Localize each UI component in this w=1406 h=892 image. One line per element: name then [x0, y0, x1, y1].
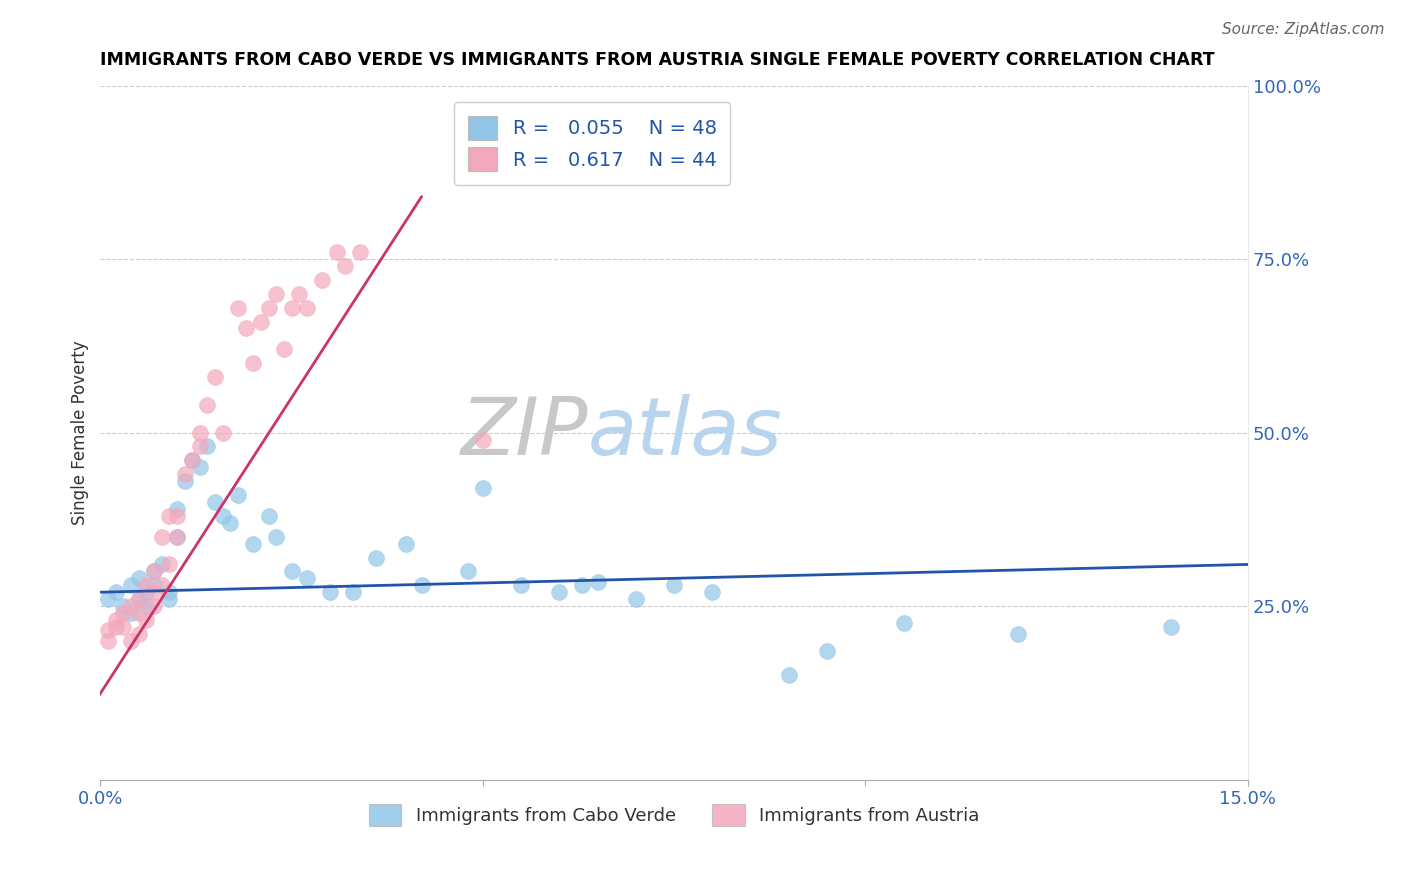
Point — [157, 585, 180, 599]
Point — [128, 606, 150, 620]
Point — [150, 578, 173, 592]
Point — [242, 356, 264, 370]
Point — [586, 574, 609, 589]
Point — [97, 592, 120, 607]
Point — [395, 536, 418, 550]
Point — [257, 508, 280, 523]
Point — [120, 578, 142, 592]
Point — [226, 488, 249, 502]
Point — [250, 314, 273, 328]
Point — [349, 245, 371, 260]
Point — [893, 616, 915, 631]
Point — [166, 502, 188, 516]
Point — [815, 644, 838, 658]
Point — [128, 627, 150, 641]
Point — [257, 301, 280, 315]
Point — [128, 592, 150, 607]
Point — [135, 585, 157, 599]
Y-axis label: Single Female Poverty: Single Female Poverty — [72, 340, 89, 524]
Point — [166, 530, 188, 544]
Point — [333, 259, 356, 273]
Point — [128, 571, 150, 585]
Point — [273, 343, 295, 357]
Point — [142, 585, 165, 599]
Point — [242, 536, 264, 550]
Point — [112, 620, 135, 634]
Point — [150, 530, 173, 544]
Point — [188, 439, 211, 453]
Point — [778, 668, 800, 682]
Point — [471, 481, 494, 495]
Point — [319, 585, 342, 599]
Point — [166, 530, 188, 544]
Point — [364, 550, 387, 565]
Point — [135, 599, 157, 613]
Point — [120, 599, 142, 613]
Point — [142, 565, 165, 579]
Point — [112, 599, 135, 613]
Point — [571, 578, 593, 592]
Point — [266, 530, 288, 544]
Point — [135, 613, 157, 627]
Point — [157, 558, 180, 572]
Point — [181, 453, 204, 467]
Point — [173, 467, 195, 482]
Text: IMMIGRANTS FROM CABO VERDE VS IMMIGRANTS FROM AUSTRIA SINGLE FEMALE POVERTY CORR: IMMIGRANTS FROM CABO VERDE VS IMMIGRANTS… — [100, 51, 1215, 69]
Text: ZIP: ZIP — [461, 393, 588, 472]
Point — [142, 599, 165, 613]
Point — [204, 370, 226, 384]
Point — [411, 578, 433, 592]
Point — [135, 578, 157, 592]
Point — [288, 286, 311, 301]
Point — [548, 585, 571, 599]
Point — [112, 606, 135, 620]
Point — [342, 585, 364, 599]
Point — [157, 508, 180, 523]
Point — [188, 460, 211, 475]
Point — [280, 301, 302, 315]
Point — [173, 474, 195, 488]
Point — [226, 301, 249, 315]
Point — [197, 439, 219, 453]
Point — [471, 433, 494, 447]
Point — [266, 286, 288, 301]
Point — [181, 453, 204, 467]
Point — [326, 245, 349, 260]
Legend: Immigrants from Cabo Verde, Immigrants from Austria: Immigrants from Cabo Verde, Immigrants f… — [361, 797, 987, 833]
Point — [197, 398, 219, 412]
Point — [211, 425, 233, 440]
Point — [204, 495, 226, 509]
Point — [150, 558, 173, 572]
Point — [120, 606, 142, 620]
Point — [142, 565, 165, 579]
Point — [166, 508, 188, 523]
Point — [104, 613, 127, 627]
Point — [295, 301, 318, 315]
Point — [280, 565, 302, 579]
Point — [235, 321, 257, 335]
Point — [219, 516, 242, 530]
Point — [142, 578, 165, 592]
Point — [295, 571, 318, 585]
Point — [311, 273, 333, 287]
Point — [97, 624, 120, 638]
Point — [97, 633, 120, 648]
Point — [624, 592, 647, 607]
Text: atlas: atlas — [588, 393, 783, 472]
Point — [1160, 620, 1182, 634]
Point — [702, 585, 724, 599]
Point — [188, 425, 211, 440]
Point — [510, 578, 533, 592]
Point — [157, 592, 180, 607]
Point — [104, 585, 127, 599]
Point — [457, 565, 479, 579]
Point — [211, 508, 233, 523]
Point — [662, 578, 685, 592]
Point — [1007, 627, 1029, 641]
Point — [104, 620, 127, 634]
Point — [120, 633, 142, 648]
Text: Source: ZipAtlas.com: Source: ZipAtlas.com — [1222, 22, 1385, 37]
Point — [128, 592, 150, 607]
